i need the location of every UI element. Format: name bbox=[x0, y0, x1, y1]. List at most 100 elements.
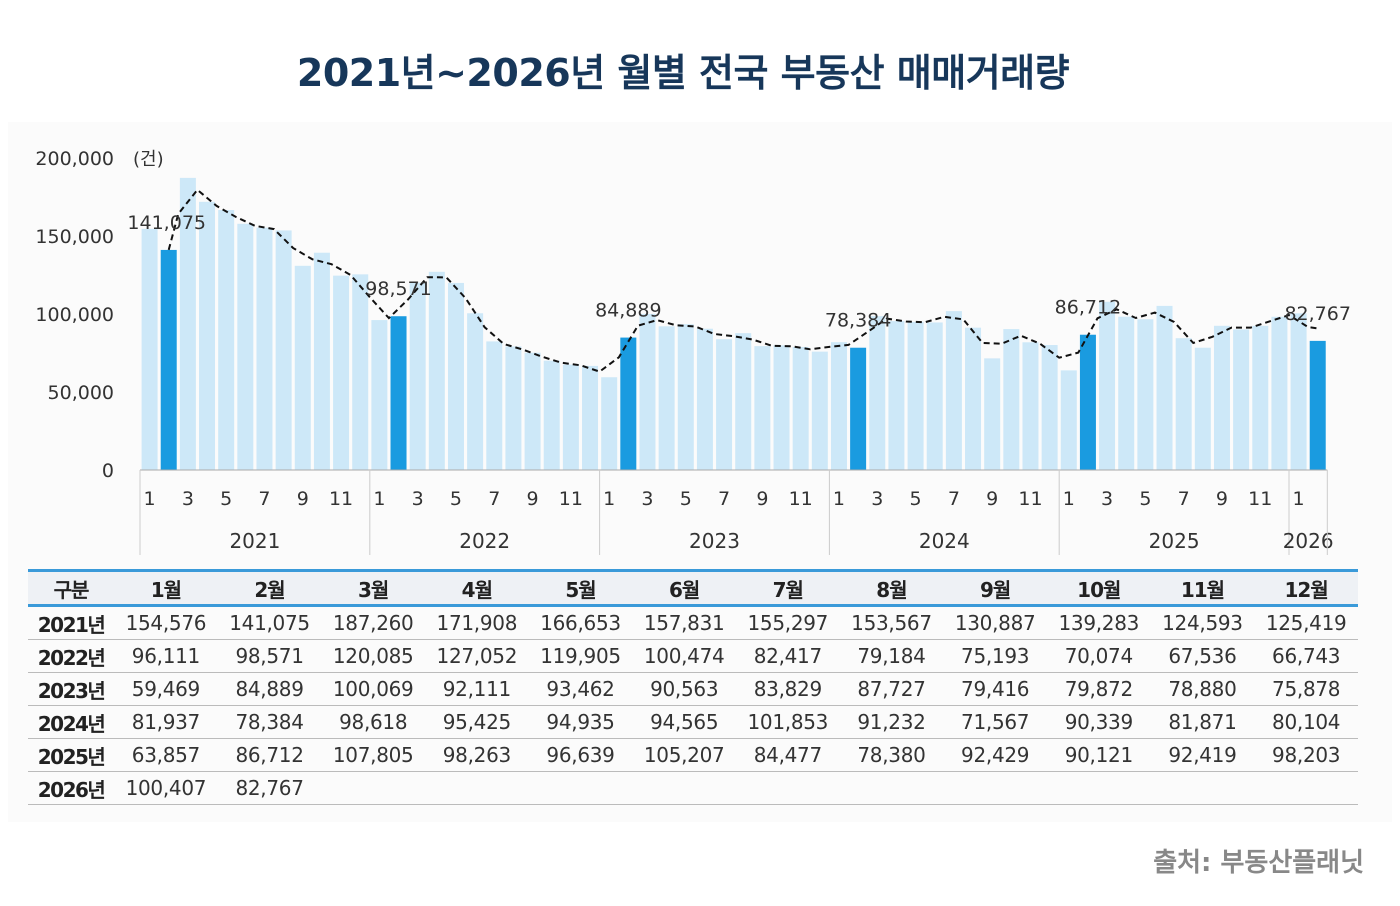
x-tick-label: 3 bbox=[1101, 488, 1113, 510]
bar bbox=[1194, 347, 1211, 470]
table-cell: 93,462 bbox=[528, 672, 633, 706]
bar bbox=[639, 313, 656, 470]
data-label: 141,075 bbox=[127, 212, 206, 234]
bar bbox=[773, 345, 790, 470]
table-cell: 107,805 bbox=[321, 738, 426, 772]
y-tick-label: 100,000 bbox=[35, 304, 114, 326]
x-tick-label: 1 bbox=[1063, 488, 1075, 510]
table-cell: 120,085 bbox=[321, 639, 426, 673]
header-month: 10월 bbox=[1046, 569, 1151, 607]
bar bbox=[1233, 329, 1250, 470]
header-month: 9월 bbox=[943, 569, 1047, 607]
table-cell: 125,419 bbox=[1254, 605, 1358, 640]
bar bbox=[1252, 325, 1269, 470]
bar bbox=[735, 333, 752, 470]
table-cell: 94,935 bbox=[528, 705, 633, 739]
x-tick-label: 9 bbox=[756, 488, 768, 510]
bar bbox=[313, 252, 330, 470]
bar bbox=[677, 324, 694, 470]
table-cell: 66,743 bbox=[1254, 639, 1358, 673]
table-cell: 90,563 bbox=[632, 672, 736, 706]
data-label: 86,712 bbox=[1055, 297, 1121, 319]
x-tick-label: 5 bbox=[450, 488, 462, 510]
bar bbox=[1213, 325, 1230, 470]
bar bbox=[371, 320, 388, 470]
row-year: 2026년 bbox=[28, 771, 115, 805]
x-tick-label: 7 bbox=[258, 488, 270, 510]
table-cell: 127,052 bbox=[425, 639, 529, 673]
bar bbox=[1041, 345, 1058, 470]
bar bbox=[1156, 305, 1173, 470]
row-year: 2024년 bbox=[28, 705, 115, 739]
x-tick-label: 9 bbox=[297, 488, 309, 510]
bar bbox=[582, 365, 599, 470]
x-tick-label: 9 bbox=[527, 488, 539, 510]
x-tick-label: 1 bbox=[603, 488, 615, 510]
x-tick-label: 1 bbox=[1293, 488, 1305, 510]
table-cell: 95,425 bbox=[425, 705, 529, 739]
x-tick-label: 5 bbox=[220, 488, 232, 510]
header-month: 12월 bbox=[1254, 569, 1358, 607]
bar bbox=[141, 228, 158, 470]
table-cell: 80,104 bbox=[1254, 705, 1358, 739]
table-cell: 154,576 bbox=[114, 605, 218, 640]
data-label: 82,767 bbox=[1284, 303, 1350, 325]
table-cell: 87,727 bbox=[839, 672, 944, 706]
bar bbox=[1271, 316, 1288, 470]
bar bbox=[1118, 316, 1135, 470]
highlighted-bar bbox=[390, 316, 407, 470]
table-cell: 79,872 bbox=[1046, 672, 1151, 706]
table-cell bbox=[839, 771, 944, 805]
bar bbox=[754, 346, 771, 470]
table-cell: 139,283 bbox=[1046, 605, 1151, 640]
highlighted-bar bbox=[1079, 334, 1096, 470]
table-cell bbox=[321, 771, 426, 805]
data-label: 78,384 bbox=[825, 310, 891, 332]
table-cell: 166,653 bbox=[528, 605, 633, 640]
table-cell: 98,571 bbox=[217, 639, 322, 673]
table-cell: 83,829 bbox=[735, 672, 840, 706]
table-row: 2024년 81,937 78,384 98,618 95,425 94,935 94,56… bbox=[28, 705, 1358, 739]
x-tick-label: 5 bbox=[680, 488, 692, 510]
bar bbox=[869, 316, 886, 470]
table-cell: 59,469 bbox=[114, 672, 218, 706]
year-label: 2025 bbox=[1149, 529, 1200, 553]
bar bbox=[1060, 370, 1077, 470]
data-label: 98,571 bbox=[365, 278, 431, 300]
table-cell: 96,639 bbox=[528, 738, 633, 772]
x-tick-label: 3 bbox=[182, 488, 194, 510]
table-cell: 78,380 bbox=[839, 738, 944, 772]
table-header-row: 구분 1월 2월 3월 4월 5월 6월 7월 8월 9월 10월 11월 12월 bbox=[28, 569, 1358, 607]
table-cell: 84,889 bbox=[217, 672, 322, 706]
table-cell: 82,417 bbox=[735, 639, 840, 673]
table-cell bbox=[1254, 771, 1358, 805]
x-tick-label: 1 bbox=[373, 488, 385, 510]
bar bbox=[199, 201, 216, 470]
table-cell: 94,565 bbox=[632, 705, 736, 739]
x-tick-label: 7 bbox=[948, 488, 960, 510]
row-year: 2022년 bbox=[28, 639, 115, 673]
y-tick-label: 50,000 bbox=[48, 382, 114, 404]
x-tick-label: 5 bbox=[910, 488, 922, 510]
table-cell: 187,260 bbox=[321, 605, 426, 640]
x-tick-label: 9 bbox=[1216, 488, 1228, 510]
bar bbox=[1290, 313, 1307, 470]
table-cell: 71,567 bbox=[943, 705, 1047, 739]
table-cell: 119,905 bbox=[528, 639, 633, 673]
bar bbox=[486, 341, 503, 470]
x-tick-label: 11 bbox=[329, 488, 353, 510]
x-tick-label: 1 bbox=[833, 488, 845, 510]
header-month: 8월 bbox=[839, 569, 944, 607]
table-cell bbox=[425, 771, 529, 805]
y-axis-unit: (건) bbox=[133, 149, 164, 170]
bar bbox=[562, 364, 579, 470]
header-month: 7월 bbox=[735, 569, 840, 607]
x-tick-label: 11 bbox=[559, 488, 583, 510]
table-cell: 78,880 bbox=[1150, 672, 1255, 706]
bar bbox=[945, 311, 962, 470]
table-cell: 70,074 bbox=[1046, 639, 1151, 673]
table-cell: 90,121 bbox=[1046, 738, 1151, 772]
x-tick-label: 9 bbox=[986, 488, 998, 510]
y-tick-label: 150,000 bbox=[35, 226, 114, 248]
table-row: 2022년 96,111 98,571 120,085 127,052 119,905 10… bbox=[28, 639, 1358, 673]
